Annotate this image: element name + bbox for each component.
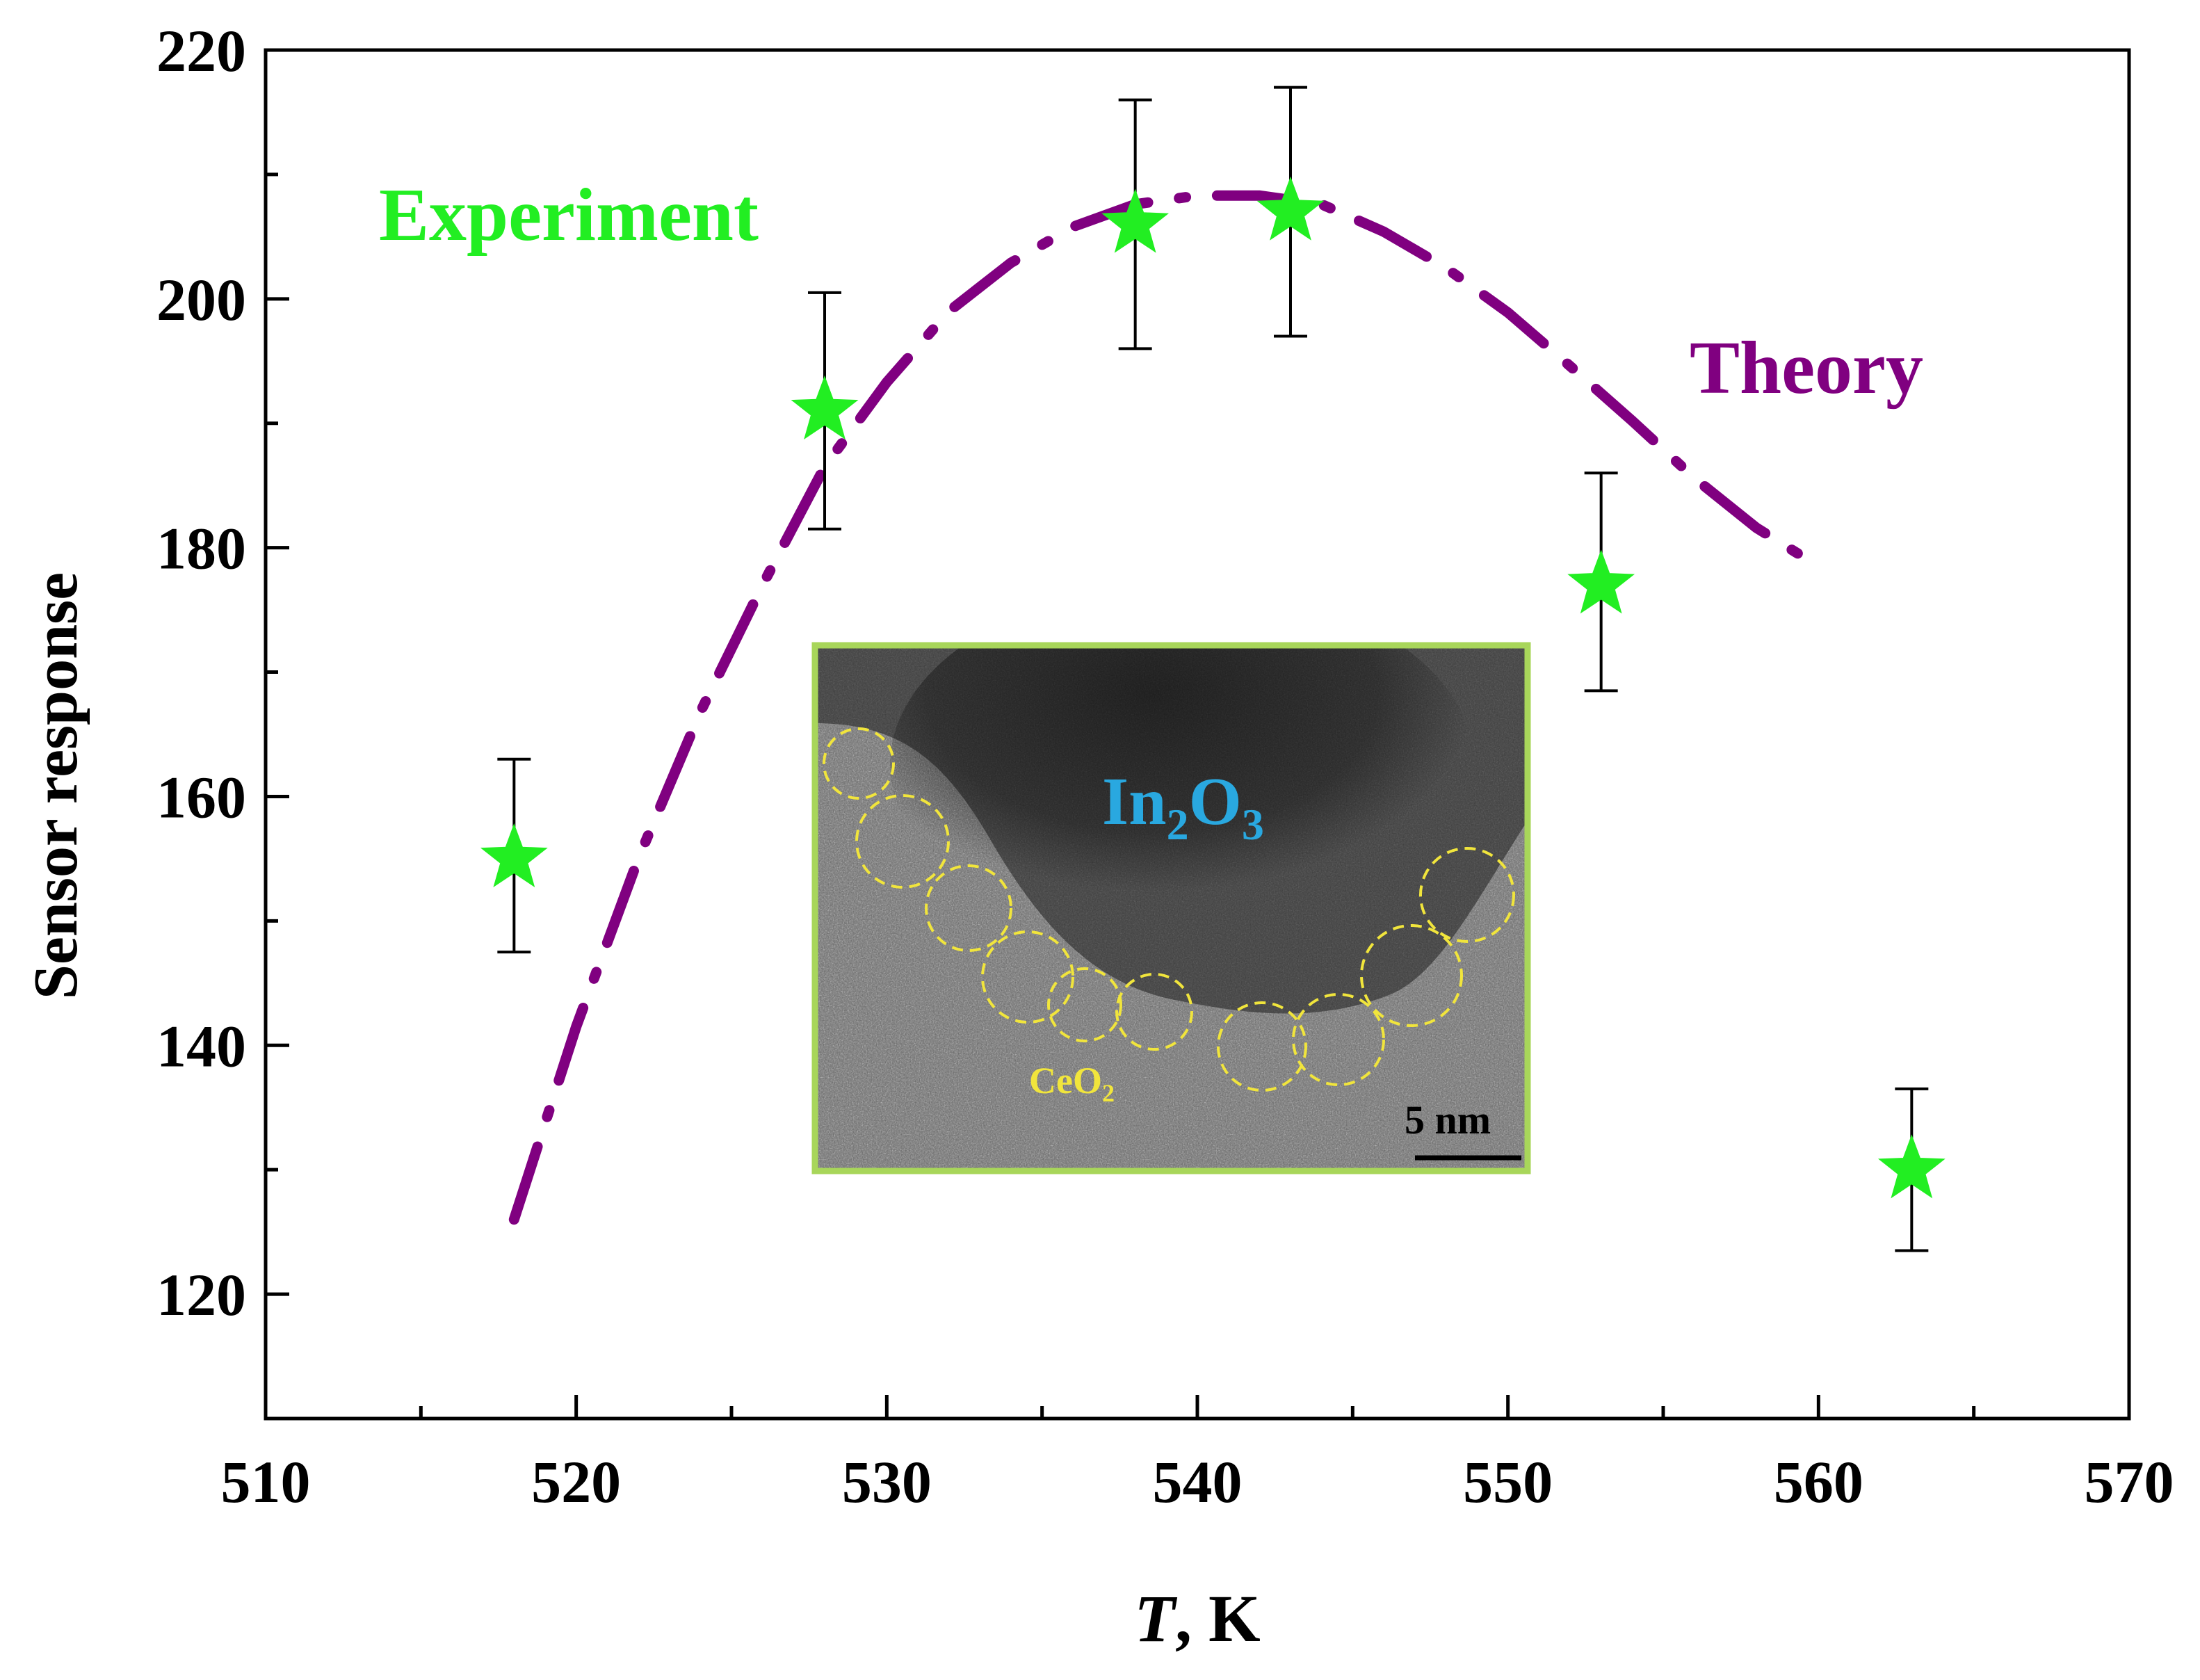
star-marker bbox=[1256, 176, 1325, 241]
experiment-points bbox=[480, 86, 1946, 1252]
x-tick-label: 520 bbox=[531, 1448, 621, 1515]
experiment-point bbox=[480, 757, 548, 954]
x-tick-label: 530 bbox=[842, 1448, 932, 1515]
ceo2-circle bbox=[823, 727, 895, 800]
ceo2-circle bbox=[855, 794, 950, 889]
ceo2-circle bbox=[1047, 967, 1122, 1042]
ceo2-circle bbox=[1360, 924, 1463, 1027]
experiment-point bbox=[1101, 98, 1170, 350]
theory-label: Theory bbox=[1690, 327, 1923, 410]
axis-ticks bbox=[264, 48, 2131, 1419]
experiment-point bbox=[1256, 86, 1325, 338]
inset-tem-image: In2O3 CeO2 5 nm bbox=[811, 642, 1531, 1174]
in2o3-label: In2O3 bbox=[1102, 764, 1264, 849]
star-marker bbox=[1877, 1134, 1946, 1199]
star-marker bbox=[791, 375, 859, 440]
y-axis-title: Sensor response bbox=[22, 572, 90, 999]
x-tick-label: 570 bbox=[2085, 1448, 2174, 1515]
x-tick-label: 540 bbox=[1153, 1448, 1243, 1515]
ceo2-circle bbox=[1217, 1001, 1307, 1092]
x-tick-label: 510 bbox=[221, 1448, 311, 1515]
ceo2-circle bbox=[1115, 973, 1193, 1051]
scale-bar-label: 5 nm bbox=[1405, 1097, 1491, 1142]
tick-labels: 510 520 530 540 550 560 570 120 140 160 180 200 220 bbox=[156, 17, 2174, 1515]
y-tick-label: 220 bbox=[156, 17, 246, 84]
ceo2-circle bbox=[981, 930, 1074, 1024]
experiment-point bbox=[1567, 471, 1635, 693]
ceo2-circle bbox=[1292, 993, 1385, 1086]
y-tick-label: 160 bbox=[156, 764, 246, 830]
x-axis-title: T, K bbox=[1134, 1581, 1260, 1656]
y-tick-label: 180 bbox=[156, 515, 246, 582]
theory-curve bbox=[508, 190, 1824, 1225]
y-tick-label: 120 bbox=[156, 1261, 246, 1328]
ceo2-circle bbox=[925, 864, 1012, 952]
star-marker bbox=[1101, 188, 1170, 253]
x-tick-label: 550 bbox=[1463, 1448, 1553, 1515]
star-marker bbox=[480, 823, 548, 888]
star-marker bbox=[1567, 549, 1635, 614]
experiment-label: Experiment bbox=[379, 174, 759, 257]
experiment-point bbox=[1877, 1087, 1946, 1252]
y-tick-label: 140 bbox=[156, 1012, 246, 1079]
ceo2-circle bbox=[1419, 847, 1515, 943]
x-tick-label: 560 bbox=[1774, 1448, 1863, 1515]
y-tick-label: 200 bbox=[156, 266, 246, 333]
ceo2-circles bbox=[823, 727, 1515, 1092]
ceo2-label: CeO2 bbox=[1029, 1060, 1115, 1107]
experiment-point bbox=[791, 291, 859, 531]
